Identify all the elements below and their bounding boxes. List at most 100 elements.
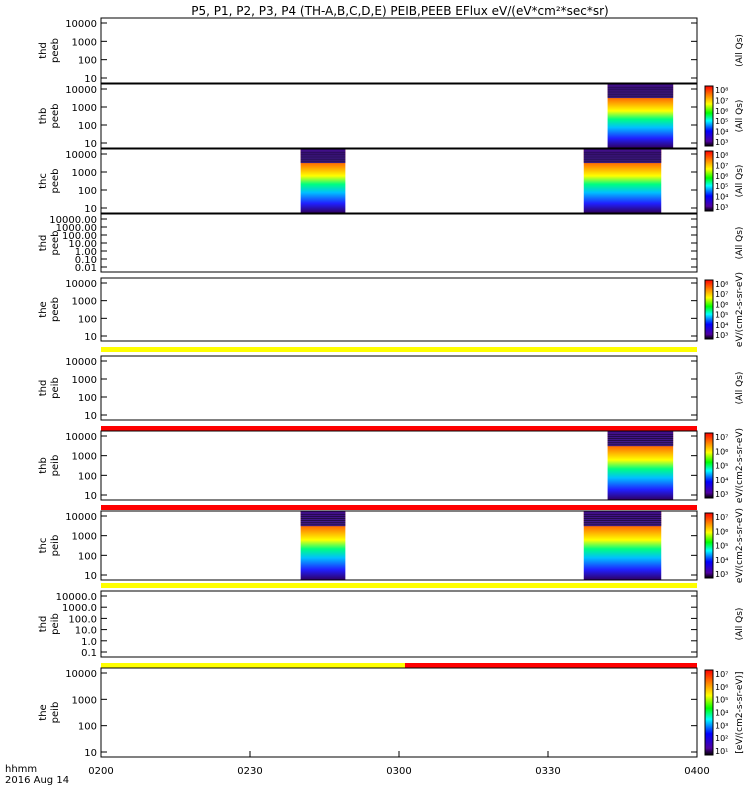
flag-bar: [101, 347, 697, 352]
y-tick-label: 10000: [65, 357, 97, 368]
colorbar: [704, 432, 714, 499]
y-axis-label-probe: thd: [38, 380, 49, 397]
colorbar-label: 10⁸: [715, 280, 728, 289]
y-tick-label: 0.10: [75, 255, 97, 266]
y-axis-label-probe: thd: [38, 235, 49, 252]
colorbar-label: 10⁷: [715, 433, 728, 442]
colorbar-label: 10⁸: [715, 151, 728, 160]
colorbar-units-label: eV/(cm2-s-sr-eV): [735, 428, 745, 503]
colorbar-label: 10³: [715, 570, 728, 579]
y-tick-label: 10000: [65, 19, 97, 30]
x-axis: 0200 0230 0300 0330 0400: [88, 751, 710, 777]
y-tick-label: 100: [78, 722, 97, 733]
x-axis-label: hhmm: [5, 764, 37, 775]
x-tick-label: 0300: [386, 766, 411, 777]
y-tick-label: 1000: [72, 375, 97, 386]
y-axis-label-probe: thc: [38, 173, 49, 189]
panel-frame: [100, 83, 698, 149]
y-tick-label: 1000.00: [56, 223, 97, 234]
colorbar-label: 10⁷: [715, 290, 728, 299]
colorbar: [704, 85, 714, 147]
y-axis-label-product: peeb: [50, 169, 61, 194]
colorbar-label: 10⁶: [715, 172, 728, 181]
y-tick-label: 10: [84, 204, 97, 215]
y-tick-label: 1.0: [81, 637, 97, 648]
y-tick-label: 10: [84, 491, 97, 502]
colorbar-units-label: eV/(cm2-s-sr-eV): [735, 508, 745, 583]
y-axis-label-product: peib: [50, 613, 61, 635]
panel-frame: [100, 355, 698, 421]
x-tick-label: 0230: [237, 766, 262, 777]
colorbar-units-label: [eV/(cm2-s-sr-eV)]: [735, 671, 745, 753]
y-tick-label: 10: [84, 139, 97, 150]
colorbar: [704, 512, 714, 579]
colorbar-label: 10⁵: [715, 542, 728, 551]
y-axis-label-probe: thc: [38, 538, 49, 554]
y-tick-label: 100: [78, 551, 97, 562]
colorbar-label: 10⁸: [715, 86, 728, 95]
y-axis-label-probe: thd: [38, 616, 49, 633]
y-tick-label: 100: [78, 56, 97, 67]
colorbar: [704, 669, 714, 756]
figure-title: P5, P1, P2, P3, P4 (TH-A,B,C,D,E) PEIB,P…: [191, 4, 608, 18]
colorbar-units-label: (All Qs): [735, 227, 745, 260]
y-tick-label: 0.01: [75, 263, 97, 274]
y-axis-label-probe: the: [38, 301, 49, 317]
colorbar-label: 10³: [715, 203, 728, 212]
y-tick-label: 10000.00: [49, 215, 97, 226]
colorbar-label: 10³: [715, 138, 728, 147]
y-axis-label-product: peeb: [50, 38, 61, 63]
y-tick-label: 10000: [65, 512, 97, 523]
colorbar-units-label: eV/(cm2-s-sr-eV): [735, 272, 745, 347]
colorbar-label: 10²: [715, 734, 728, 743]
panel: 10000 1000 100 10 thc peib 10⁷ 10⁶ 10⁵ 10⁴ 10³ eV/(…: [38, 508, 745, 588]
panel: 10000 1000 100 10 thd peib (All Qs): [38, 355, 745, 431]
colorbar-label: 10⁴: [715, 709, 728, 718]
y-tick-label: 1000: [72, 168, 97, 179]
panel: 10000 1000 100 10 the peib 10⁷ 10⁶ 10⁵ 10⁴ 10³ 10² 1…: [38, 667, 745, 759]
y-tick-label: 10: [84, 332, 97, 343]
colorbar-label: 10⁵: [715, 311, 728, 320]
y-tick-label: 1000: [72, 297, 97, 308]
y-tick-label: 100: [78, 393, 97, 404]
colorbar-label: 10⁷: [715, 96, 728, 105]
y-axis-label-product: peeb: [50, 297, 61, 322]
y-tick-label: 10000: [65, 432, 97, 443]
colorbar-label: 10⁷: [715, 670, 728, 679]
y-tick-label: 1.00: [75, 247, 97, 258]
panel-frame: [100, 590, 698, 658]
colorbar-label: 10⁵: [715, 696, 728, 705]
y-tick-label: 10.00: [68, 239, 97, 250]
y-axis-label-probe: thd: [38, 42, 49, 59]
y-tick-label: 10: [84, 748, 97, 759]
colorbar-units-label: (All Qs): [735, 34, 745, 67]
y-tick-label: 1000: [72, 532, 97, 543]
y-tick-label: 1000: [72, 452, 97, 463]
y-axis-label-product: peib: [50, 455, 61, 477]
panel-frame: [100, 148, 698, 214]
y-tick-label: 10000.0: [56, 592, 97, 603]
colorbar-units-label: (All Qs): [735, 608, 745, 641]
colorbar: [704, 150, 714, 212]
colorbar-label: 10⁶: [715, 527, 728, 536]
y-axis-label-product: peeb: [50, 104, 61, 129]
colorbar-label: 10⁵: [715, 117, 728, 126]
y-axis-label-product: peib: [50, 702, 61, 724]
colorbar-label: 10⁶: [715, 300, 728, 309]
y-tick-label: 10.0: [75, 626, 97, 637]
x-tick-label: 0330: [535, 766, 560, 777]
colorbar-label: 10⁶: [715, 683, 728, 692]
panel-frame: [100, 430, 698, 501]
panel-frame: [100, 510, 698, 581]
y-tick-label: 10000: [65, 85, 97, 96]
panel-frame: [100, 667, 698, 758]
colorbar-label: 10⁴: [715, 321, 728, 330]
colorbar: [704, 279, 714, 340]
flag-bar: [404, 663, 697, 668]
flag-bar: [101, 505, 697, 510]
panel-frame: [100, 277, 698, 342]
